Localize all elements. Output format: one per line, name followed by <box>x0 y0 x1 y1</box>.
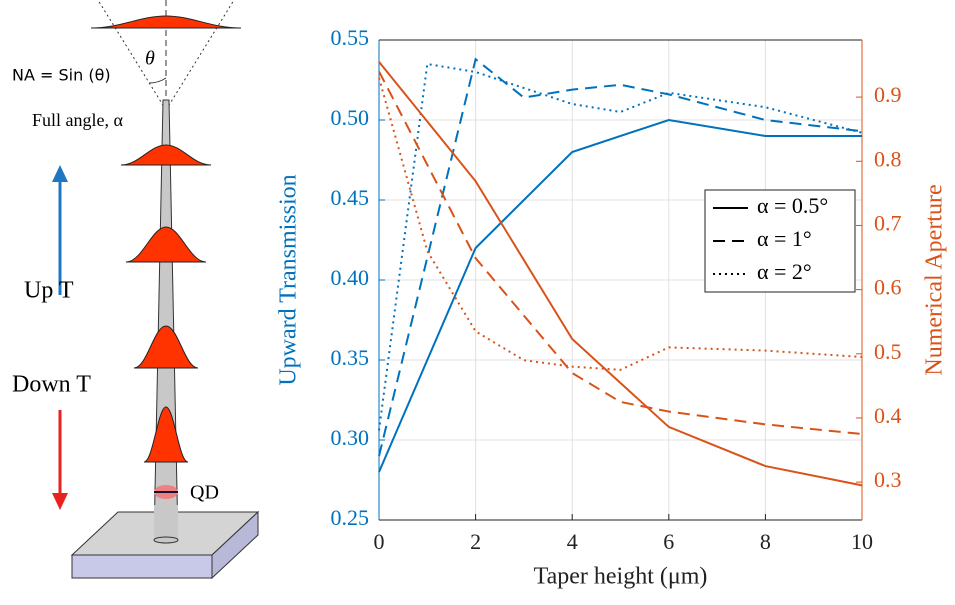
angle-arc <box>148 77 167 84</box>
down-label: Down T <box>12 372 91 398</box>
beam-profile <box>143 406 189 463</box>
y-tick-label: 0.40 <box>331 265 370 290</box>
y-tick-label: 0.25 <box>331 505 370 530</box>
angle-label: Full angle, α <box>32 110 123 130</box>
na-label: NA = Sin (θ) <box>12 66 111 85</box>
legend-label: α = 0.5° <box>757 193 828 218</box>
theta-label: θ <box>145 48 155 70</box>
x-tick-label: 6 <box>663 529 674 554</box>
down-arrowhead <box>52 493 68 510</box>
y-tick-label: 0.55 <box>331 25 370 50</box>
beam-profile <box>90 15 242 29</box>
y-tick-label: 0.30 <box>331 425 370 450</box>
y2-tick-label: 0.7 <box>874 211 902 236</box>
series-line <box>378 77 863 371</box>
x-tick-label: 10 <box>851 529 873 554</box>
y2-tick-label: 0.4 <box>874 403 902 428</box>
y-tick-label: 0.50 <box>331 105 370 130</box>
substrate-front <box>71 554 213 579</box>
x-tick-label: 8 <box>760 529 771 554</box>
y2-tick-label: 0.8 <box>874 146 902 171</box>
diagram: NA = Sin (θ) θ Full angle, α Up T Down T… <box>12 0 260 580</box>
y2-axis-label: Numerical Aperture <box>922 184 948 375</box>
x-tick-label: 2 <box>470 529 481 554</box>
taper <box>153 99 179 541</box>
qd-label: QD <box>190 482 219 504</box>
y-axis-label: Upward Transmission <box>276 174 302 385</box>
y-tick-label: 0.45 <box>331 185 370 210</box>
cone-line <box>165 0 235 111</box>
series-line <box>378 62 863 431</box>
up-label: Up T <box>24 278 74 304</box>
legend-label: α = 2° <box>757 259 812 284</box>
series-line <box>378 61 863 487</box>
x-tick-label: 0 <box>374 529 385 554</box>
substrate-side <box>211 510 259 580</box>
x-axis-label: Taper height (μm) <box>534 564 708 590</box>
y2-tick-label: 0.6 <box>874 275 902 300</box>
beam-profile <box>120 144 212 166</box>
cone-line <box>97 0 167 111</box>
beam-profile <box>125 226 207 263</box>
x-tick-label: 4 <box>567 529 578 554</box>
beam-profile <box>133 325 199 369</box>
series-line <box>378 118 862 473</box>
y2-tick-label: 0.5 <box>874 339 902 364</box>
up-arrowhead <box>52 165 68 182</box>
series-line <box>378 57 863 457</box>
chart: 0 2 4 6 8 10 0.25 0.30 0.35 0.40 0.45 0.50 0.55 0.3 0.… <box>276 25 948 589</box>
taper-foot <box>153 536 179 544</box>
y2-tick-label: 0.9 <box>874 82 902 107</box>
taper-base <box>154 505 178 540</box>
y-tick-label: 0.35 <box>331 345 370 370</box>
series-line <box>378 70 863 436</box>
legend-label: α = 1° <box>757 226 812 251</box>
y2-tick-label: 0.3 <box>874 467 902 492</box>
